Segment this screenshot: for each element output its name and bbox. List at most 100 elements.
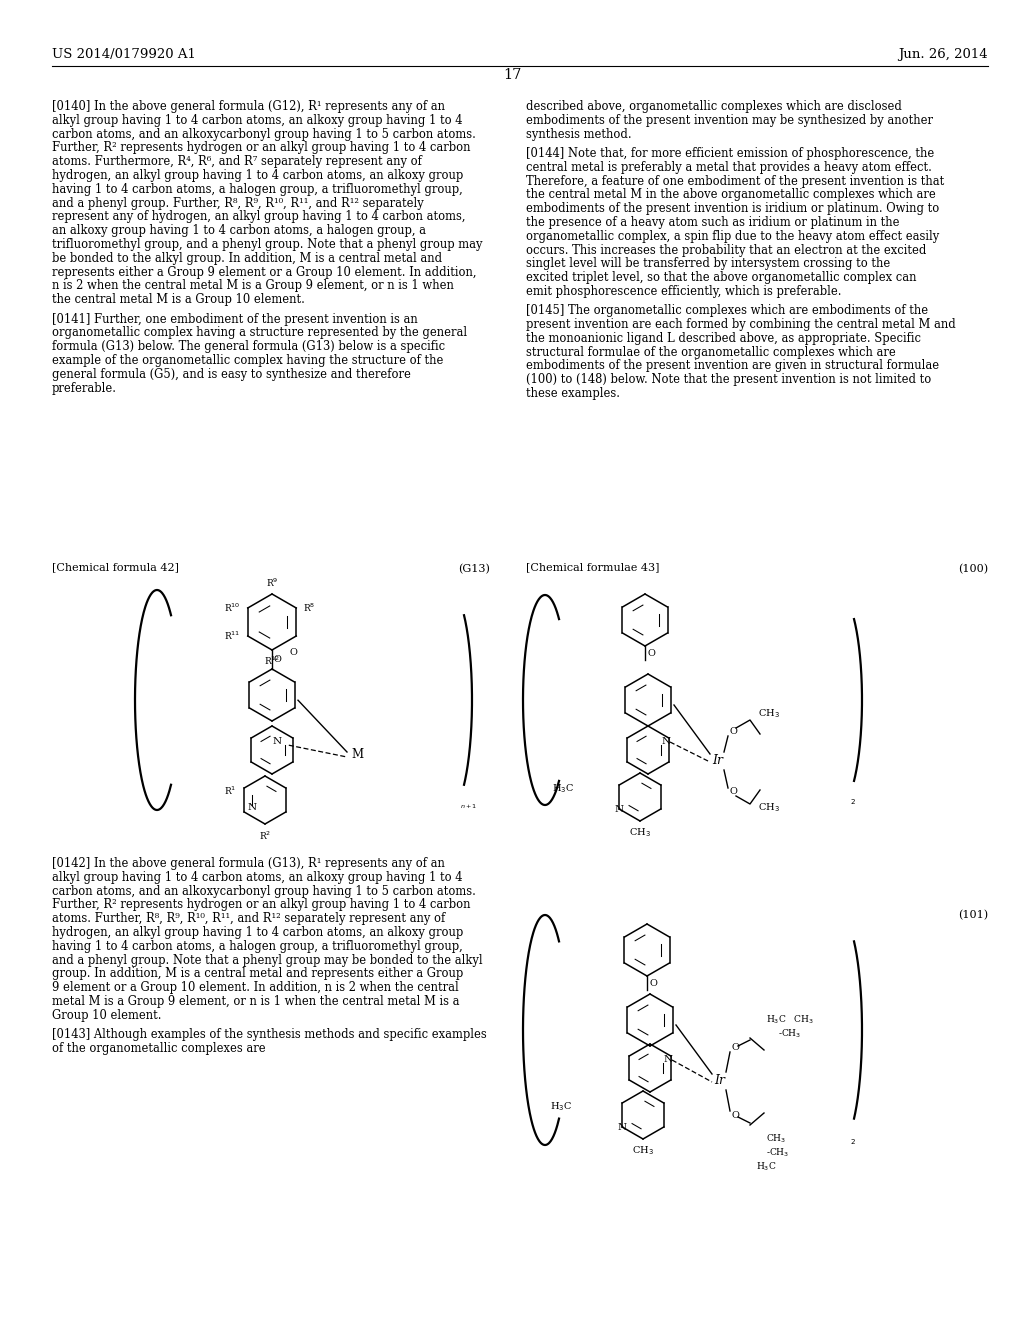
Text: O: O: [730, 727, 738, 737]
Text: alkyl group having 1 to 4 carbon atoms, an alkoxy group having 1 to 4: alkyl group having 1 to 4 carbon atoms, …: [52, 871, 463, 884]
Text: [0142] In the above general formula (G13), R¹ represents any of an: [0142] In the above general formula (G13…: [52, 857, 444, 870]
Text: Therefore, a feature of one embodiment of the present invention is that: Therefore, a feature of one embodiment o…: [526, 174, 944, 187]
Text: R$^{9}$: R$^{9}$: [266, 577, 279, 589]
Text: example of the organometallic complex having the structure of the: example of the organometallic complex ha…: [52, 354, 443, 367]
Text: the monoanionic ligand L described above, as appropriate. Specific: the monoanionic ligand L described above…: [526, 331, 921, 345]
Text: R$^{12}$: R$^{12}$: [264, 655, 281, 668]
Text: present invention are each formed by combining the central metal M and: present invention are each formed by com…: [526, 318, 955, 331]
Text: CH$_3$: CH$_3$: [629, 826, 651, 838]
Text: H$_3$C: H$_3$C: [756, 1160, 776, 1173]
Text: structural formulae of the organometallic complexes which are: structural formulae of the organometalli…: [526, 346, 896, 359]
Text: singlet level will be transferred by intersystem crossing to the: singlet level will be transferred by int…: [526, 257, 890, 271]
Text: synthesis method.: synthesis method.: [526, 128, 632, 141]
Text: and a phenyl group. Further, R⁸, R⁹, R¹⁰, R¹¹, and R¹² separately: and a phenyl group. Further, R⁸, R⁹, R¹⁰…: [52, 197, 424, 210]
Text: [0145] The organometallic complexes which are embodiments of the: [0145] The organometallic complexes whic…: [526, 304, 928, 317]
Text: N: N: [614, 804, 624, 813]
Text: be bonded to the alkyl group. In addition, M is a central metal and: be bonded to the alkyl group. In additio…: [52, 252, 442, 265]
Text: Ir: Ir: [715, 1073, 725, 1086]
Text: central metal is preferably a metal that provides a heavy atom effect.: central metal is preferably a metal that…: [526, 161, 932, 174]
Text: O: O: [649, 978, 656, 987]
Text: [0143] Although examples of the synthesis methods and specific examples: [0143] Although examples of the synthesi…: [52, 1028, 486, 1041]
Text: $_{n+1}$: $_{n+1}$: [460, 803, 477, 810]
Text: O: O: [732, 1044, 740, 1052]
Text: embodiments of the present invention is iridium or platinum. Owing to: embodiments of the present invention is …: [526, 202, 939, 215]
Text: embodiments of the present invention may be synthesized by another: embodiments of the present invention may…: [526, 114, 933, 127]
Text: the central metal M is a Group 10 element.: the central metal M is a Group 10 elemen…: [52, 293, 305, 306]
Text: H$_3$C   CH$_3$: H$_3$C CH$_3$: [766, 1014, 814, 1026]
Text: -CH$_3$: -CH$_3$: [778, 1028, 802, 1040]
Text: O: O: [290, 648, 298, 657]
Text: these examples.: these examples.: [526, 387, 620, 400]
Text: CH$_3$: CH$_3$: [758, 708, 780, 721]
Text: occurs. This increases the probability that an electron at the excited: occurs. This increases the probability t…: [526, 243, 927, 256]
Text: carbon atoms, and an alkoxycarbonyl group having 1 to 5 carbon atoms.: carbon atoms, and an alkoxycarbonyl grou…: [52, 884, 476, 898]
Text: N: N: [617, 1122, 627, 1131]
Text: O: O: [732, 1110, 740, 1119]
Text: Further, R² represents hydrogen or an alkyl group having 1 to 4 carbon: Further, R² represents hydrogen or an al…: [52, 141, 470, 154]
Text: (101): (101): [957, 909, 988, 920]
Text: R$^{8}$: R$^{8}$: [303, 602, 315, 614]
Text: represent any of hydrogen, an alkyl group having 1 to 4 carbon atoms,: represent any of hydrogen, an alkyl grou…: [52, 210, 466, 223]
Text: O: O: [730, 788, 738, 796]
Text: preferable.: preferable.: [52, 381, 117, 395]
Text: having 1 to 4 carbon atoms, a halogen group, a trifluoromethyl group,: having 1 to 4 carbon atoms, a halogen gr…: [52, 182, 463, 195]
Text: CH$_3$: CH$_3$: [766, 1133, 786, 1146]
Text: the presence of a heavy atom such as iridium or platinum in the: the presence of a heavy atom such as iri…: [526, 216, 899, 228]
Text: R$^{11}$: R$^{11}$: [223, 630, 240, 643]
Text: R$^{2}$: R$^{2}$: [259, 830, 271, 842]
Text: excited triplet level, so that the above organometallic complex can: excited triplet level, so that the above…: [526, 271, 916, 284]
Text: of the organometallic complexes are: of the organometallic complexes are: [52, 1041, 265, 1055]
Text: N: N: [662, 738, 671, 747]
Text: group. In addition, M is a central metal and represents either a Group: group. In addition, M is a central metal…: [52, 968, 463, 981]
Text: atoms. Further, R⁸, R⁹, R¹⁰, R¹¹, and R¹² separately represent any of: atoms. Further, R⁸, R⁹, R¹⁰, R¹¹, and R¹…: [52, 912, 445, 925]
Text: atoms. Furthermore, R⁴, R⁶, and R⁷ separately represent any of: atoms. Furthermore, R⁴, R⁶, and R⁷ separ…: [52, 156, 422, 168]
Text: $_{2}$: $_{2}$: [850, 797, 856, 807]
Text: and a phenyl group. Note that a phenyl group may be bonded to the alkyl: and a phenyl group. Note that a phenyl g…: [52, 953, 482, 966]
Text: CH$_3$: CH$_3$: [632, 1144, 654, 1156]
Text: having 1 to 4 carbon atoms, a halogen group, a trifluoromethyl group,: having 1 to 4 carbon atoms, a halogen gr…: [52, 940, 463, 953]
Text: emit phosphorescence efficiently, which is preferable.: emit phosphorescence efficiently, which …: [526, 285, 842, 298]
Text: embodiments of the present invention are given in structural formulae: embodiments of the present invention are…: [526, 359, 939, 372]
Text: Ir: Ir: [713, 754, 724, 767]
Text: -CH$_3$: -CH$_3$: [766, 1147, 790, 1159]
Text: [Chemical formulae 43]: [Chemical formulae 43]: [526, 562, 659, 572]
Text: H$_3$C: H$_3$C: [550, 1101, 572, 1113]
Text: $_{2}$: $_{2}$: [850, 1137, 856, 1147]
Text: represents either a Group 9 element or a Group 10 element. In addition,: represents either a Group 9 element or a…: [52, 265, 476, 279]
Text: R$^{1}$: R$^{1}$: [223, 784, 236, 796]
Text: CH$_3$: CH$_3$: [758, 801, 780, 814]
Text: carbon atoms, and an alkoxycarbonyl group having 1 to 5 carbon atoms.: carbon atoms, and an alkoxycarbonyl grou…: [52, 128, 476, 141]
Text: alkyl group having 1 to 4 carbon atoms, an alkoxy group having 1 to 4: alkyl group having 1 to 4 carbon atoms, …: [52, 114, 463, 127]
Text: metal M is a Group 9 element, or n is 1 when the central metal M is a: metal M is a Group 9 element, or n is 1 …: [52, 995, 460, 1008]
Text: hydrogen, an alkyl group having 1 to 4 carbon atoms, an alkoxy group: hydrogen, an alkyl group having 1 to 4 c…: [52, 169, 463, 182]
Text: organometallic complex having a structure represented by the general: organometallic complex having a structur…: [52, 326, 467, 339]
Text: formula (G13) below. The general formula (G13) below is a specific: formula (G13) below. The general formula…: [52, 341, 445, 354]
Text: (100) to (148) below. Note that the present invention is not limited to: (100) to (148) below. Note that the pres…: [526, 374, 931, 387]
Text: [0140] In the above general formula (G12), R¹ represents any of an: [0140] In the above general formula (G12…: [52, 100, 445, 114]
Text: 9 element or a Group 10 element. In addition, n is 2 when the central: 9 element or a Group 10 element. In addi…: [52, 981, 459, 994]
Text: Further, R² represents hydrogen or an alkyl group having 1 to 4 carbon: Further, R² represents hydrogen or an al…: [52, 899, 470, 911]
Text: organometallic complex, a spin flip due to the heavy atom effect easily: organometallic complex, a spin flip due …: [526, 230, 939, 243]
Text: Group 10 element.: Group 10 element.: [52, 1008, 162, 1022]
Text: [0141] Further, one embodiment of the present invention is an: [0141] Further, one embodiment of the pr…: [52, 313, 418, 326]
Text: N: N: [248, 803, 257, 812]
Text: H$_3$C: H$_3$C: [552, 783, 574, 796]
Text: hydrogen, an alkyl group having 1 to 4 carbon atoms, an alkoxy group: hydrogen, an alkyl group having 1 to 4 c…: [52, 927, 463, 939]
Text: described above, organometallic complexes which are disclosed: described above, organometallic complexe…: [526, 100, 902, 114]
Text: an alkoxy group having 1 to 4 carbon atoms, a halogen group, a: an alkoxy group having 1 to 4 carbon ato…: [52, 224, 426, 238]
Text: (G13): (G13): [458, 564, 490, 574]
Text: Jun. 26, 2014: Jun. 26, 2014: [898, 48, 988, 61]
Text: US 2014/0179920 A1: US 2014/0179920 A1: [52, 48, 196, 61]
Text: the central metal M in the above organometallic complexes which are: the central metal M in the above organom…: [526, 189, 936, 202]
Text: general formula (G5), and is easy to synthesize and therefore: general formula (G5), and is easy to syn…: [52, 368, 411, 380]
Text: n is 2 when the central metal M is a Group 9 element, or n is 1 when: n is 2 when the central metal M is a Gro…: [52, 280, 454, 293]
Text: N: N: [664, 1056, 673, 1064]
Text: [0144] Note that, for more efficient emission of phosphorescence, the: [0144] Note that, for more efficient emi…: [526, 147, 934, 160]
Text: [Chemical formula 42]: [Chemical formula 42]: [52, 562, 179, 572]
Text: O: O: [274, 655, 282, 664]
Text: (100): (100): [957, 564, 988, 574]
Text: R$^{10}$: R$^{10}$: [223, 602, 240, 614]
Text: 17: 17: [503, 69, 521, 82]
Text: M: M: [351, 748, 364, 762]
Text: trifluoromethyl group, and a phenyl group. Note that a phenyl group may: trifluoromethyl group, and a phenyl grou…: [52, 238, 482, 251]
